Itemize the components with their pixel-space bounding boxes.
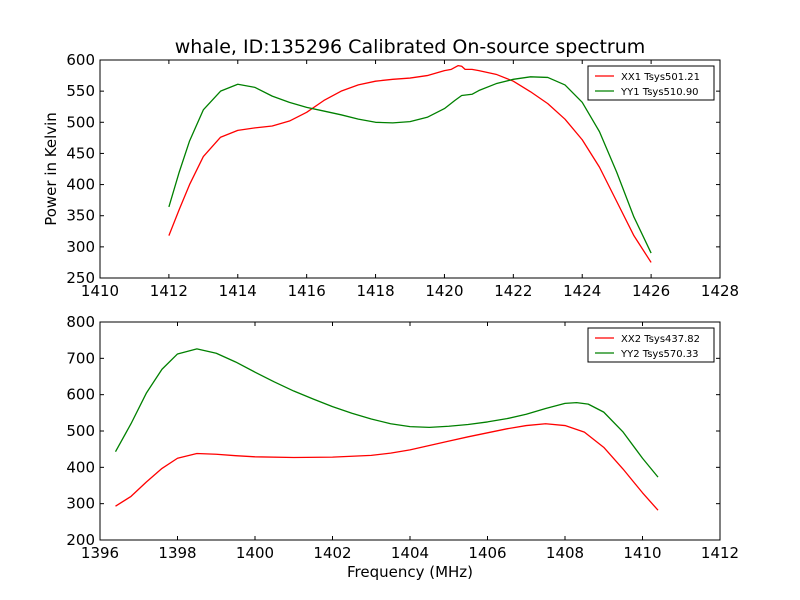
x-tick-label: 1398 [158,544,196,562]
x-tick-label: 1406 [468,544,506,562]
y-axis-label: Power in Kelvin [42,112,60,226]
y-tick-label: 200 [66,531,95,549]
y-tick-label: 500 [66,422,95,440]
lower-panel: 1396 1398 1400 1402 1404 1406 1408 1410 1412 200 3… [66,313,739,581]
x-tick-label: 1404 [391,544,429,562]
y-tick-label: 550 [66,82,95,100]
y-tick-label: 450 [66,144,95,162]
x-tick-label: 1396 [81,544,119,562]
chart-title: whale, ID:135296 Calibrated On-source sp… [175,36,646,58]
x-tick-label: 1420 [425,282,463,300]
legend-entry: XX2 Tsys437.82 [621,334,700,345]
legend-box [587,327,715,363]
legend-entry: XX1 Tsys501.21 [621,72,700,83]
x-tick-label: 1422 [494,282,532,300]
series-line-1-2 [168,76,652,254]
x-tick-label: 1428 [701,282,739,300]
y-tick-label: 500 [66,113,95,131]
y-tick-label: 600 [66,51,95,69]
x-axis-label: Frequency (MHz) [347,563,473,581]
y-tick-label: 600 [66,386,95,404]
x-tick-label: 1408 [546,544,584,562]
legend-entry: YY1 Tsys510.90 [620,87,699,98]
x-tick-label: 1414 [219,282,257,300]
y-tick-label: 400 [66,176,95,194]
x-tick-label: 1424 [563,282,601,300]
upper-panel: 1410 1412 1414 1416 1418 1420 1422 1424 1426 1428… [42,51,739,300]
axes-frame [99,59,721,279]
x-tick-label: 1410 [81,282,119,300]
legend: XX1 Tsys501.21 YY1 Tsys510.90 [587,65,715,101]
series-line-2-2 [114,348,659,478]
y-tick-label: 400 [66,458,95,476]
x-tick-label: 1410 [623,544,661,562]
x-tick-label: 1426 [632,282,670,300]
x-tick-label: 1402 [313,544,351,562]
y-tick-label: 250 [66,269,95,287]
x-tick-label: 1400 [236,544,274,562]
x-tick-label: 1416 [288,282,326,300]
legend-box [587,65,715,101]
series-line-1-1 [168,64,652,263]
y-tick-label: 800 [66,313,95,331]
y-tick-label: 350 [66,207,95,225]
y-tick-label: 300 [66,238,95,256]
series-line-2-1 [115,423,659,511]
legend-entry: YY2 Tsys570.33 [620,349,699,360]
x-tick-label: 1418 [356,282,394,300]
x-tick-label: 1412 [701,544,739,562]
y-tick-label: 700 [66,349,95,367]
y-tick-label: 300 [66,495,95,513]
x-tick-label: 1412 [150,282,188,300]
legend: XX2 Tsys437.82 YY2 Tsys570.33 [587,327,715,363]
